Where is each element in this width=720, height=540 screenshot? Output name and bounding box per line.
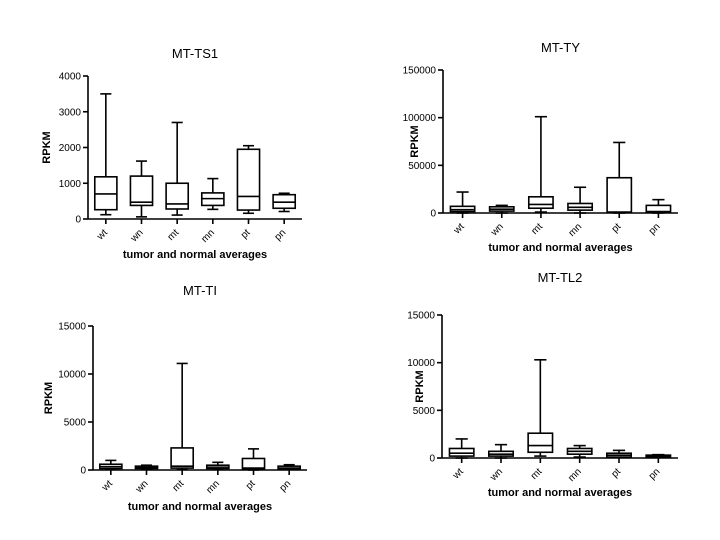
y-tick-label: 5000 [413,406,436,417]
box-pn [645,204,672,214]
y-axis-label: RPKM [409,125,421,157]
chart-panel-mt-ts1: MT-TS1 RPKM tumor and normal averages 0 1000… [41,46,302,261]
box-mt [527,195,554,210]
x-axis-label: tumor and normal averages [488,487,632,499]
y-axis-label: RPKM [414,370,426,402]
y-tick-label: 0 [75,215,81,226]
y-axis-label: RPKM [41,131,53,163]
box-pt [606,176,633,214]
y-tick-label: 0 [430,209,436,220]
chart-title: MT-TS1 [172,46,218,61]
y-tick-label: 10000 [58,370,86,381]
box-wn [129,175,154,207]
box-pt [241,457,266,470]
x-axis-label: tumor and normal averages [123,249,267,261]
y-tick-label: 10000 [407,358,435,369]
x-axis-label: tumor and normal averages [128,501,272,513]
box-mt [527,432,554,454]
y-tick-label: 3000 [59,107,82,118]
y-tick-label: 15000 [58,322,86,333]
y-tick-label: 5000 [64,418,87,429]
box-wt [448,447,475,457]
box-mt [165,182,190,210]
y-axis-label: RPKM [43,382,55,414]
y-tick-label: 4000 [59,72,82,83]
chart-title: MT-TI [183,283,217,298]
chart-title: MT-TL2 [538,270,583,285]
x-axis-label: tumor and normal averages [488,242,632,254]
y-tick-label: 0 [80,466,86,477]
y-tick-label: 1000 [59,179,82,190]
box-mt [170,447,195,469]
y-tick-label: 0 [429,454,435,465]
y-tick-label: 50000 [408,161,436,172]
chart-title: MT-TY [541,40,580,55]
y-tick-label: 150000 [403,66,437,77]
y-tick-label: 2000 [59,143,82,154]
chart-panel-mt-ty: MT-TY RPKM tumor and normal averages 0 50000… [403,40,678,254]
y-tick-label: 100000 [403,113,437,124]
y-tick-label: 15000 [407,311,435,322]
box-pt [236,148,261,211]
chart-panel-mt-ti: MT-TI RPKM tumor and normal averages 0 5000 1… [43,283,307,513]
